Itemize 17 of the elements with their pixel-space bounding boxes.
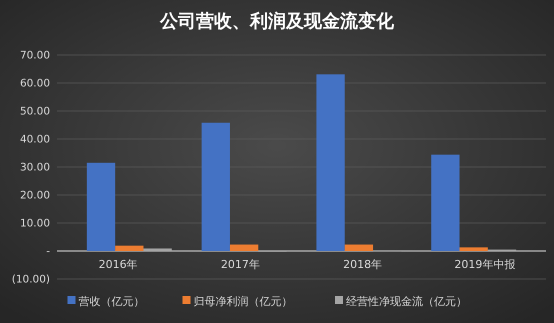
y-tick-label: 40.00 (20, 134, 50, 146)
y-tick-label: 10.00 (20, 218, 50, 230)
y-tick-label: 60.00 (20, 78, 50, 90)
y-tick-label: 20.00 (20, 190, 50, 202)
chart-title: 公司营收、利润及现金流变化 (159, 11, 395, 32)
legend-label: 营收（亿元） (78, 295, 144, 308)
y-tick-label: 70.00 (20, 50, 50, 62)
legend-label: 归母净利润（亿元） (194, 295, 292, 308)
x-tick-label: 2018年 (343, 258, 382, 271)
x-tick-label: 2019年中报 (454, 258, 516, 271)
x-tick-label: 2016年 (98, 258, 138, 271)
y-tick-label: 50.00 (20, 106, 50, 118)
y-tick-label: 30.00 (20, 162, 50, 174)
y-tick-label: - (46, 246, 50, 258)
legend-label: 经营性净现金流（亿元） (346, 295, 467, 308)
x-tick-label: 2017年 (220, 258, 260, 271)
y-tick-label: (10.00) (12, 274, 50, 286)
